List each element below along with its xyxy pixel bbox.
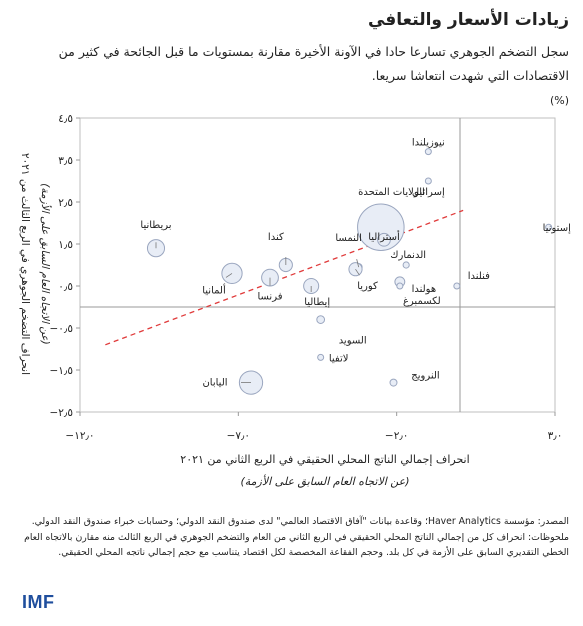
bubble-label: الدنمارك [390,250,426,261]
bubble-label: هولندا [412,284,437,295]
bubble-label: كوريا [357,281,378,292]
bubbles-layer [146,148,553,395]
y-axis: ٤٫٥ ٣٫٥ ٢٫٥ ١٫٥ ٠٫٥ −٠٫٥ −١٫٥ −٢٫٥ [49,113,80,419]
bubble [424,177,432,185]
notes-block: المصدر: مؤسسة Haver Analytics؛ وقاعدة بي… [14,514,569,561]
leader-line [355,268,360,276]
bubble [357,203,405,251]
bubble [377,232,391,247]
y-axis-sublabel: (عن الاتجاه العام السابق على الأزمة) [39,183,53,344]
bubble [453,282,461,290]
bubble-label: إيطاليا [304,297,330,308]
y-axis-label: انحراف التضخم الجوهري في الربع الثالث من… [19,153,31,375]
y-tick-label: ٣٫٥ [58,155,73,167]
bubble-label: فنلندا [468,271,490,282]
y-tick-label: ٢٫٥ [58,197,73,209]
plot-frame [79,117,556,413]
leader-line [225,273,233,278]
chart-title: زيادات الأسعار والتعافي [367,10,569,30]
bubble [402,261,410,269]
y-tick-label: −٠٫٥ [49,323,73,335]
bubble-label: إسرائيل [412,187,445,198]
bubble-label: ألمانيا [202,283,226,296]
leader-line [356,259,360,268]
bubble [424,148,432,156]
y-tick-label: −١٫٥ [49,365,73,377]
bubble-label: نيوزيلندا [412,138,445,149]
x-axis: −١٢٫٠ −٧٫٠ −٢٫٠ ٣٫٠ [65,412,562,442]
source-note: المصدر: مؤسسة Haver Analytics؛ وقاعدة بي… [31,516,569,527]
x-tick-label: ٣٫٠ [548,430,563,442]
bubble-label: النمسا [335,233,362,244]
bubble [396,282,404,290]
bubble-label: لاتفيا [329,353,349,364]
chart-subtitle: سجل التضخم الجوهري تسارعا حادا في الآونة… [58,44,569,83]
bubble-label: إستونيا [543,223,571,234]
bubble [316,315,326,324]
y-tick-label: ٠٫٥ [58,281,73,293]
bubble-label: كندا [268,232,284,243]
bubble-label: أستراليا [368,230,400,243]
y-tick-label: ١٫٥ [58,239,73,251]
imf-logo: IMF [22,592,55,612]
y-tick-label: ٤٫٥ [58,113,73,125]
x-tick-label: −٢٫٠ [385,430,409,442]
x-axis-sublabel: (عن الاتجاه العام السابق على الأزمة) [240,474,409,488]
unit-label: (%) [549,94,569,107]
x-axis-label: انحراف إجمالي الناتج المحلي الحقيقي في ا… [180,453,469,466]
bubble [389,378,398,387]
bubble-label: الولايات المتحدة [358,187,425,198]
bubble-label: اليابان [202,378,227,389]
bubble-label: النرويج [411,371,439,382]
y-tick-label: −٢٫٥ [49,407,73,419]
bubble [317,353,325,361]
bubble-label: فرنسا [257,292,282,303]
bubble [545,223,553,231]
methodology-note: ملحوظات: انحراف كل من إجمالي الناتج المح… [24,531,569,559]
bubble-label: لكسمبرغ [403,296,441,307]
bubble-label: السويد [339,336,367,347]
x-tick-label: −١٢٫٠ [65,430,94,442]
plot-border [79,117,556,413]
scatter-chart: ٤٫٥ ٣٫٥ ٢٫٥ ١٫٥ ٠٫٥ −٠٫٥ −١٫٥ −٢٫٥ −١٢٫٠ −٧٫٠ −٢٫… [19,113,571,488]
bubble-label: بريطانيا [140,220,171,231]
x-tick-label: −٧٫٠ [227,430,251,442]
